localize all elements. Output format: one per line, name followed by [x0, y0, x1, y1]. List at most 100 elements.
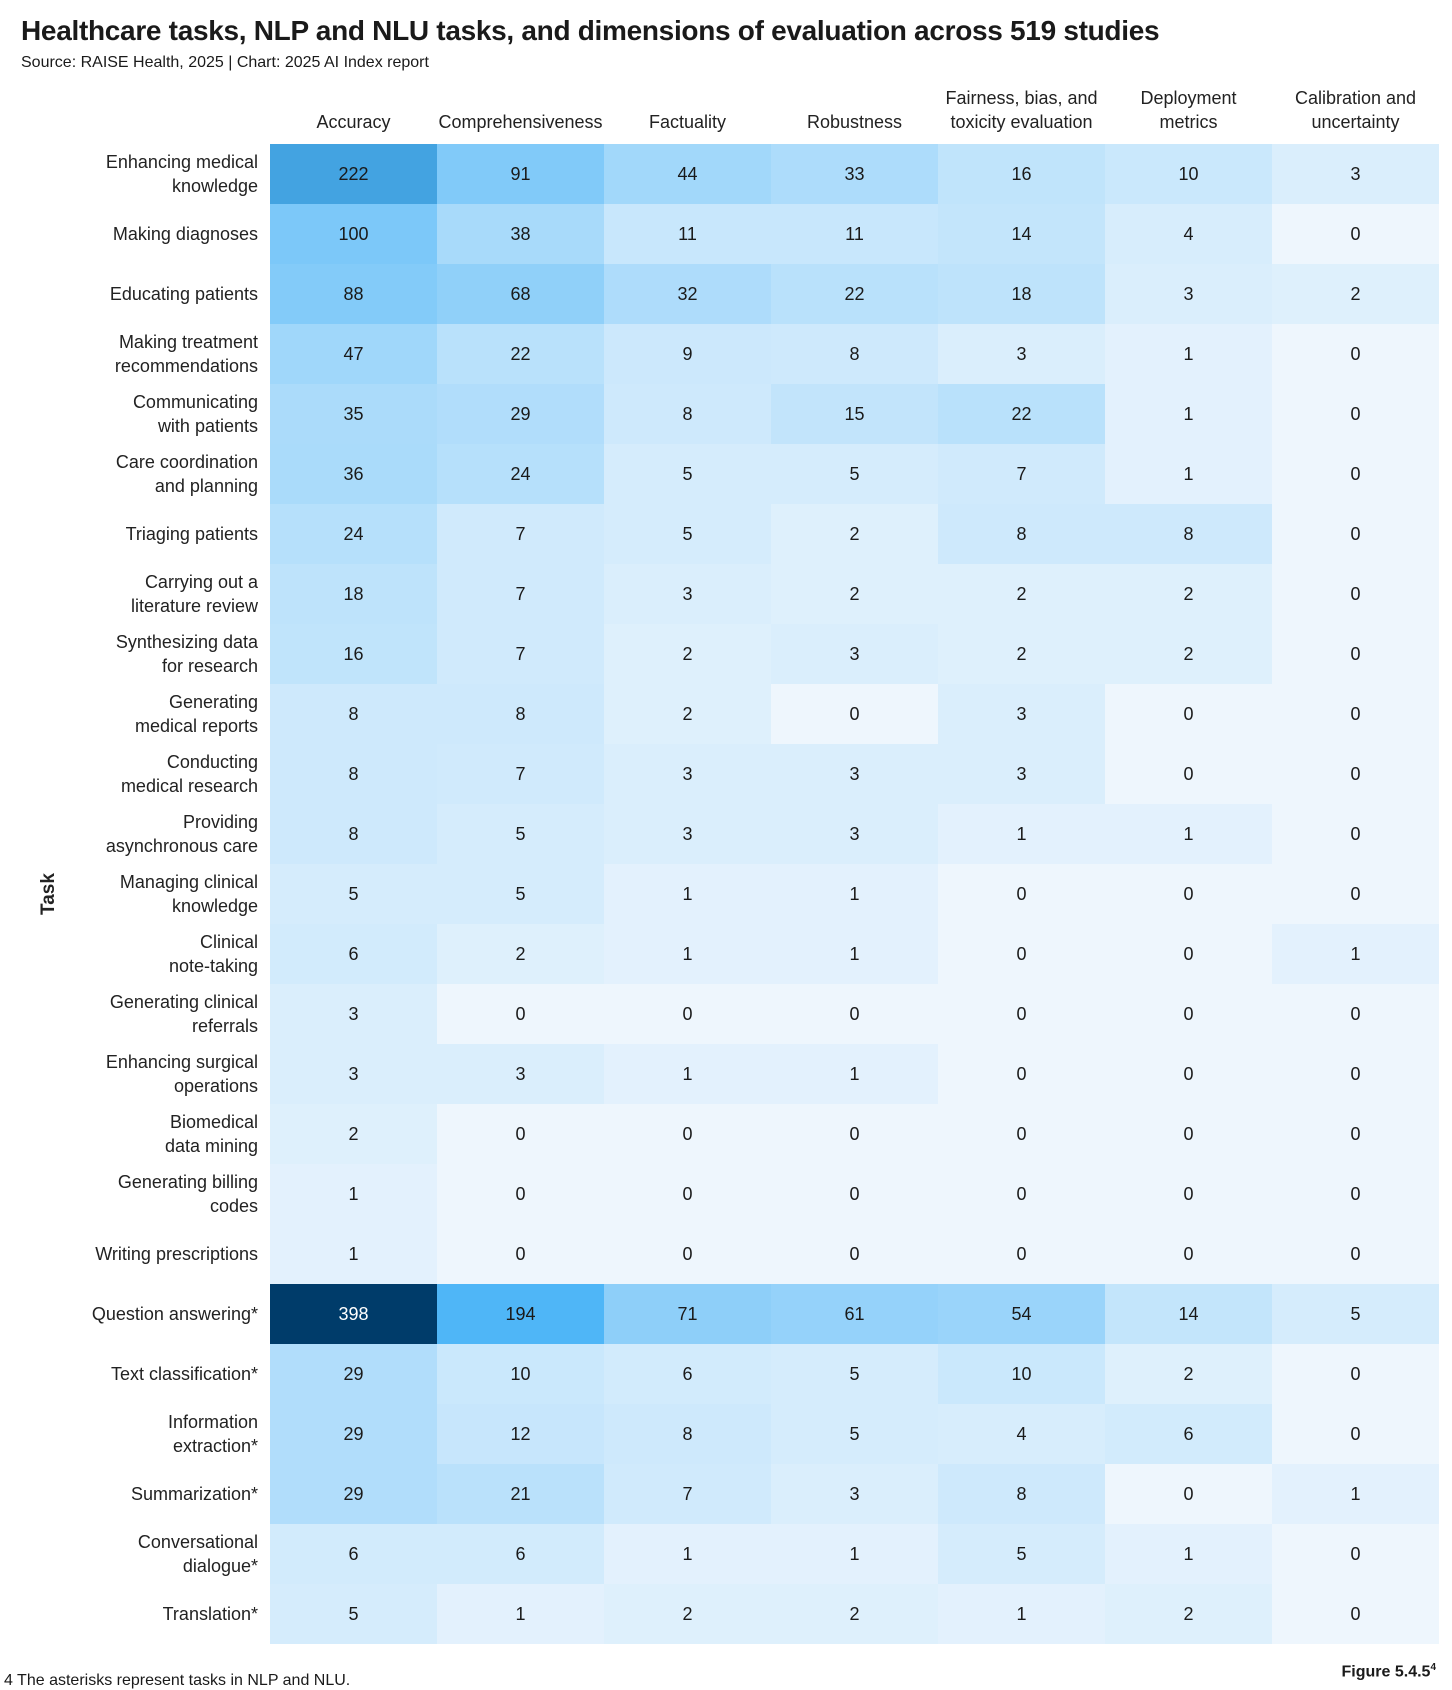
cell-value-label: 2 — [682, 1604, 692, 1624]
heatmap-cell — [437, 804, 604, 864]
cell-value-label: 10 — [510, 1364, 530, 1384]
cell-value-label: 0 — [1350, 1004, 1360, 1024]
row-label-making-diagnoses: Making diagnoses — [113, 224, 258, 244]
heatmap-cell — [938, 144, 1105, 204]
heatmap-cell — [437, 1524, 604, 1584]
cell-value-label: 0 — [849, 1184, 859, 1204]
heatmap-cell — [604, 1464, 771, 1524]
row-label-biomedical-data-mining: Biomedical data mining — [165, 1112, 258, 1156]
heatmap-cell — [270, 744, 437, 804]
heatmap-cell — [437, 924, 604, 984]
heatmap-cell — [1105, 1164, 1272, 1224]
row-label-managing-clinical-knowledge: Managing clinical knowledge — [120, 872, 258, 916]
column-header-accuracy: Accuracy — [316, 112, 390, 132]
cell-value-label: 3 — [849, 764, 859, 784]
row-label-making-treatment-recommendations: Making treatment recommendations — [115, 332, 258, 376]
heatmap-cell — [270, 684, 437, 744]
cell-value-label: 1 — [348, 1244, 358, 1264]
cell-value-label: 2 — [849, 1604, 859, 1624]
heatmap-cell — [1272, 1164, 1439, 1224]
cell-value-label: 1 — [1183, 1544, 1193, 1564]
cell-value-label: 2 — [1183, 1364, 1193, 1384]
heatmap-cell — [938, 1284, 1105, 1344]
heatmap-cell — [771, 324, 938, 384]
heatmap-cell — [938, 1464, 1105, 1524]
heatmap-cell — [1105, 444, 1272, 504]
cell-value-label: 32 — [677, 284, 697, 304]
heatmap-cell — [938, 1224, 1105, 1284]
cell-value-label: 5 — [682, 524, 692, 544]
cell-value-label: 0 — [1016, 1004, 1026, 1024]
cell-value-label: 0 — [1350, 524, 1360, 544]
heatmap-cell — [270, 1284, 437, 1344]
cell-value-label: 29 — [343, 1424, 363, 1444]
row-label-carrying-out-a-literature-review: Carrying out a literature review — [131, 572, 259, 616]
heatmap-cell — [604, 1164, 771, 1224]
heatmap-cell — [1105, 804, 1272, 864]
cell-value-label: 398 — [338, 1304, 368, 1324]
heatmap-cell — [771, 264, 938, 324]
cell-value-label: 5 — [849, 1424, 859, 1444]
heatmap-cell — [270, 624, 437, 684]
heatmap-cell — [771, 624, 938, 684]
heatmap-cell — [270, 384, 437, 444]
cell-value-label: 21 — [510, 1484, 530, 1504]
cell-value-label: 6 — [682, 1364, 692, 1384]
heatmap-cell — [1272, 1404, 1439, 1464]
cell-value-label: 2 — [849, 584, 859, 604]
cell-value-label: 0 — [1350, 404, 1360, 424]
cell-value-label: 24 — [510, 464, 530, 484]
cell-value-label: 0 — [1350, 224, 1360, 244]
heatmap-cell — [437, 1584, 604, 1644]
heatmap-cell — [771, 984, 938, 1044]
heatmap-cell — [1105, 504, 1272, 564]
cell-value-label: 8 — [849, 344, 859, 364]
chart-subtitle: Source: RAISE Health, 2025 | Chart: 2025… — [21, 54, 429, 71]
row-label-enhancing-medical-knowledge: Enhancing medical knowledge — [106, 152, 258, 196]
row-label-clinical-note-taking: Clinical note-taking — [169, 932, 258, 976]
heatmap-cell — [1272, 1584, 1439, 1644]
cell-value-label: 3 — [682, 584, 692, 604]
heatmap-cell — [437, 444, 604, 504]
heatmap-cell — [270, 1104, 437, 1164]
heatmap-cell — [771, 204, 938, 264]
heatmap-cell — [1105, 684, 1272, 744]
heatmap-cell — [270, 1584, 437, 1644]
cell-value-label: 10 — [1011, 1364, 1031, 1384]
cell-value-label: 5 — [348, 884, 358, 904]
cell-value-label: 18 — [1011, 284, 1031, 304]
heatmap-cell — [270, 1344, 437, 1404]
heatmap-cell — [1105, 864, 1272, 924]
column-header-calibration-and-uncertainty: Calibration and uncertainty — [1295, 88, 1416, 132]
cell-value-label: 8 — [348, 764, 358, 784]
figure-label: Figure 5.4.5 — [1341, 1663, 1431, 1681]
cell-value-label: 91 — [510, 164, 530, 184]
heatmap-cell — [270, 264, 437, 324]
heatmap-cell — [270, 204, 437, 264]
cell-value-label: 0 — [1183, 1124, 1193, 1144]
heatmap-cell — [270, 144, 437, 204]
heatmap-cell — [604, 1344, 771, 1404]
row-label-triaging-patients: Triaging patients — [126, 524, 258, 544]
heatmap-cell — [604, 384, 771, 444]
heatmap-cell — [771, 804, 938, 864]
row-label-translation: Translation* — [163, 1604, 258, 1624]
heatmap-cell — [437, 624, 604, 684]
cell-value-label: 3 — [1016, 764, 1026, 784]
cell-value-label: 7 — [515, 764, 525, 784]
heatmap-cell — [604, 1224, 771, 1284]
cell-value-label: 16 — [343, 644, 363, 664]
heatmap-cell — [1272, 1464, 1439, 1524]
cell-value-label: 1 — [1350, 1484, 1360, 1504]
column-header-fairness-bias-and-toxicity-evaluation: Fairness, bias, and toxicity evaluation — [945, 88, 1097, 132]
cell-value-label: 61 — [844, 1304, 864, 1324]
heatmap-cell — [270, 1464, 437, 1524]
cell-value-label: 54 — [1011, 1304, 1031, 1324]
heatmap-cell — [604, 144, 771, 204]
cell-value-label: 36 — [343, 464, 363, 484]
cell-value-label: 3 — [1183, 284, 1193, 304]
heatmap-cell — [1272, 324, 1439, 384]
cell-value-label: 2 — [682, 704, 692, 724]
cell-value-label: 1 — [1016, 824, 1026, 844]
